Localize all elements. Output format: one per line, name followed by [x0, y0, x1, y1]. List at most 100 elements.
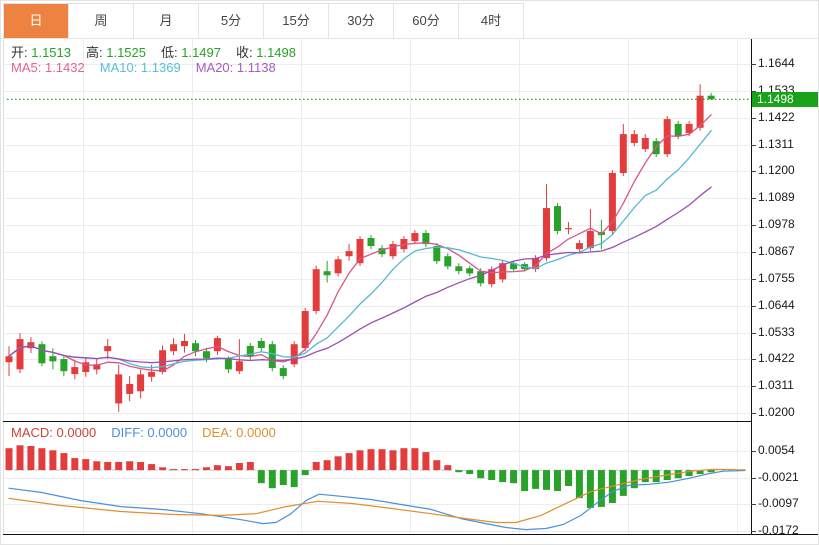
tab-60min[interactable]: 60分	[394, 4, 459, 38]
candle	[203, 351, 210, 359]
macd-bar	[411, 448, 419, 471]
macd-bar	[279, 470, 287, 485]
price-axis-label: 1.1422	[758, 109, 795, 124]
tab-week[interactable]: 周	[69, 4, 134, 38]
macd-bar	[312, 462, 320, 471]
tab-30min[interactable]: 30分	[329, 4, 394, 38]
candle	[356, 239, 364, 264]
macd-axis-label: 0.0054	[758, 443, 795, 457]
macd-value: 0.0000	[147, 425, 188, 440]
candle	[608, 173, 616, 231]
candle	[71, 367, 79, 375]
price-axis-label: 1.0978	[758, 217, 795, 232]
candle	[257, 341, 265, 348]
ohlc-value: 1.1513	[31, 45, 71, 60]
macd-bar	[126, 461, 134, 471]
tab-month[interactable]: 月	[134, 4, 199, 38]
candle	[466, 268, 474, 274]
macd-bar	[575, 470, 583, 499]
macd-bar	[323, 460, 331, 471]
candle	[565, 228, 572, 230]
candle	[696, 95, 704, 128]
tab-15min[interactable]: 15分	[264, 4, 329, 38]
macd-lines	[8, 468, 746, 531]
macd-bar	[674, 470, 682, 479]
macd-bar	[400, 448, 408, 471]
macd-bar	[203, 467, 210, 471]
candle	[246, 345, 254, 357]
candle	[619, 134, 627, 173]
ohlc-item: 收: 1.1498	[236, 45, 296, 60]
macd-label: DIFF:	[111, 425, 148, 440]
candle	[224, 359, 232, 370]
candle	[685, 123, 693, 134]
price-axis-label: 1.0644	[758, 297, 795, 312]
candle	[323, 271, 331, 276]
macd-label: DEA:	[202, 425, 237, 440]
macd-item: MACD: 0.0000	[11, 425, 96, 440]
ohlc-item: 开: 1.1513	[11, 45, 71, 60]
macd-bar	[455, 470, 463, 473]
candle	[16, 339, 24, 370]
macd-axis-label: -0.0172	[758, 523, 799, 537]
candle	[27, 342, 35, 349]
candle	[192, 343, 199, 352]
last-price-badge: 1.1498	[752, 92, 818, 107]
macd-bar	[433, 460, 441, 471]
candle	[444, 256, 452, 267]
macd-bar	[685, 470, 693, 477]
macd-bar	[16, 445, 24, 471]
tab-day[interactable]: 日	[4, 4, 69, 38]
macd-bar	[93, 461, 101, 471]
candle	[477, 271, 485, 284]
price-axis-label: 1.1311	[758, 136, 794, 151]
candle	[554, 206, 561, 231]
candle	[389, 244, 397, 257]
candle	[378, 248, 386, 255]
candle	[630, 134, 638, 143]
ma-label: MA5:	[11, 60, 45, 75]
candle	[575, 243, 583, 250]
candle	[312, 269, 320, 311]
macd-bar	[82, 459, 90, 471]
candle	[707, 95, 715, 100]
macd-bar	[137, 462, 145, 471]
tab-4hour[interactable]: 4时	[480, 13, 502, 28]
candle	[181, 341, 188, 347]
candle	[148, 372, 156, 377]
ma-value: 1.1138	[236, 60, 276, 75]
macd-bar	[378, 449, 386, 471]
candle	[345, 251, 353, 257]
ma-label: MA10:	[99, 60, 141, 75]
candle	[367, 238, 375, 246]
candle	[170, 344, 178, 352]
tab-5min[interactable]: 5分	[199, 4, 264, 38]
macd-bar	[235, 463, 243, 471]
ma-readout: MA5: 1.1432 MA10: 1.1369 MA20: 1.1138	[11, 60, 291, 75]
macd-bar	[192, 469, 199, 471]
macd-bar	[554, 470, 561, 491]
candle	[38, 344, 46, 364]
ohlc-value: 1.1525	[106, 45, 146, 60]
timeframe-tabbar: 日周月 5分 15分 30分 60分 4时	[3, 3, 524, 39]
macd-bar	[641, 470, 649, 483]
candle	[115, 374, 123, 404]
candle	[488, 269, 496, 285]
macd-item: DEA: 0.0000	[202, 425, 276, 440]
candle	[641, 138, 649, 150]
macd-bar	[466, 470, 474, 474]
price-axis-label: 1.1089	[758, 190, 795, 205]
macd-bar	[224, 466, 232, 471]
candle	[499, 263, 507, 280]
ohlc-item: 高: 1.1525	[86, 45, 146, 60]
candle	[126, 384, 134, 394]
ohlc-label: 收:	[236, 45, 257, 60]
macd-bar	[444, 465, 452, 471]
candle	[235, 361, 243, 372]
ohlc-label: 低:	[161, 45, 182, 60]
candle	[301, 311, 309, 348]
price-axis-label: 1.1644	[758, 56, 795, 70]
candle	[433, 246, 441, 262]
macd-bar	[696, 470, 704, 474]
